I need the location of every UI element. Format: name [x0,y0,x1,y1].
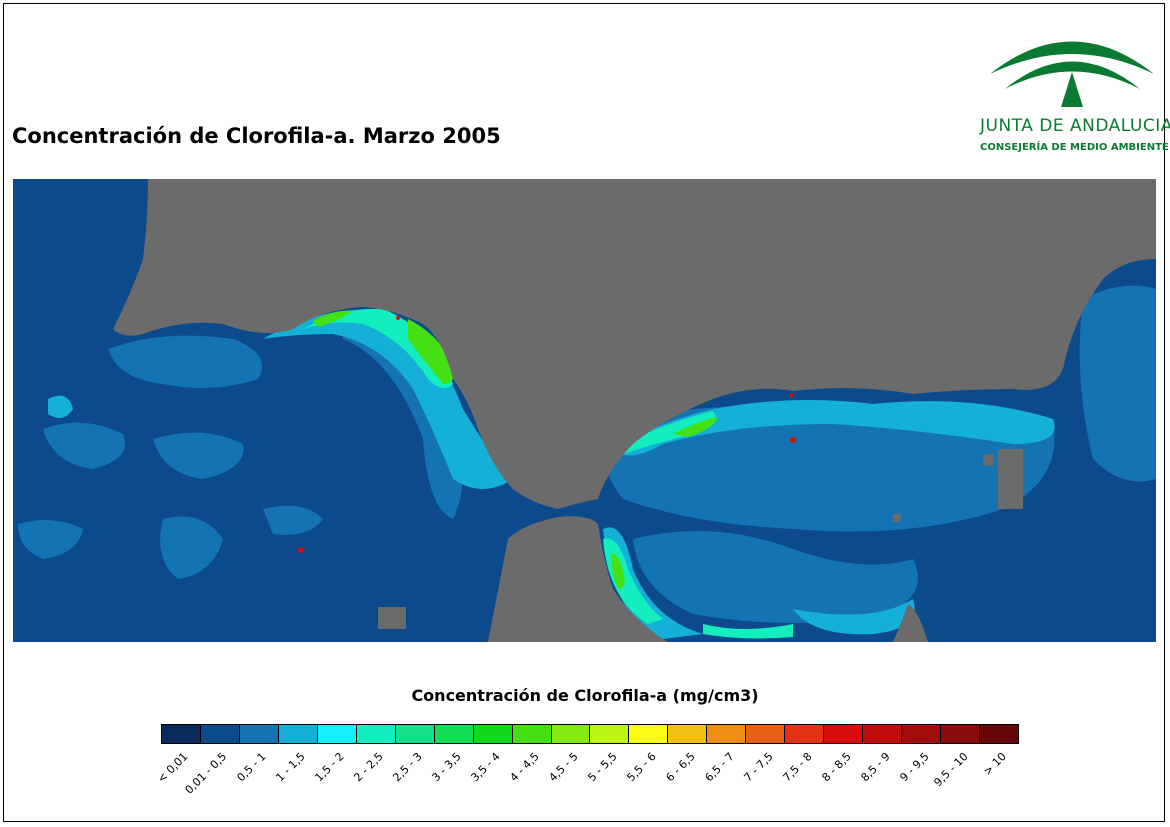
legend-swatch [707,725,747,743]
legend-swatch [629,725,669,743]
legend-swatch [200,725,240,743]
land-iberia [113,179,1156,509]
legend-label: 3 - 3,5 [428,750,464,785]
legend-swatch [278,725,318,743]
junta-andalucia-logo: JUNTA DE ANDALUCIA CONSEJERÍA DE MEDIO A… [980,14,1170,164]
chlorophyll-patches-low [18,285,1156,623]
logo-emblem-icon [990,41,1154,107]
legend-label: 5 - 5,5 [584,750,620,785]
legend-label: 9,5 - 10 [930,750,971,790]
legend-label: 2,5 - 3 [389,750,425,785]
legend-label: 6 - 6,5 [662,750,698,785]
chlorophyll-peaks [298,316,796,553]
legend-swatch [902,725,942,743]
legend-swatch [473,725,513,743]
logo-name: JUNTA DE ANDALUCIA [980,116,1170,136]
legend-swatch [239,725,279,743]
legend-swatch [746,725,786,743]
legend-label: 6,5 - 7 [701,750,737,785]
legend-label: 1 - 1,5 [272,750,308,785]
land-north-africa-east [893,604,928,642]
legend-swatch [162,725,201,743]
legend-label: 3,5 - 4 [467,750,503,785]
legend-label: 4 - 4,5 [506,750,542,785]
legend-swatch [863,725,903,743]
legend-swatch [395,725,435,743]
legend-swatch [941,725,981,743]
legend-label: 5,5 - 6 [623,750,659,785]
land-fragments [378,449,1023,629]
land-north-africa [488,516,668,642]
legend-swatch [317,725,357,743]
legend-swatch [590,725,630,743]
legend-swatch [980,725,1018,743]
legend-label: 8 - 8,5 [818,750,854,785]
legend-label: > 10 [980,750,1009,779]
logo-department: CONSEJERÍA DE MEDIO AMBIENTE [980,142,1169,153]
legend-swatch [356,725,396,743]
chlorophyll-map [13,179,1156,642]
legend-title: Concentración de Clorofila-a (mg/cm3) [411,686,759,705]
legend-label: 8,5 - 9 [857,750,893,785]
legend-label: 9 - 9,5 [896,750,932,785]
legend-swatch [824,725,864,743]
legend-label: 1,5 - 2 [311,750,347,785]
chlorophyll-hotspots [313,310,718,589]
legend-swatch [551,725,591,743]
legend-swatch [668,725,708,743]
legend-color-bar [161,724,1019,744]
legend-swatch [434,725,474,743]
legend-swatch [512,725,552,743]
chlorophyll-patches-mid [48,309,1055,639]
map-title: Concentración de Clorofila-a. Marzo 2005 [12,124,501,148]
legend-label: 0,5 - 1 [233,750,269,785]
map-canvas [13,179,1156,642]
legend-label: 4,5 - 5 [545,750,581,785]
legend-label: 2 - 2,5 [350,750,386,785]
legend-label: 7,5 - 8 [779,750,815,785]
legend-label: 7 - 7,5 [740,750,776,785]
legend-swatch [785,725,825,743]
